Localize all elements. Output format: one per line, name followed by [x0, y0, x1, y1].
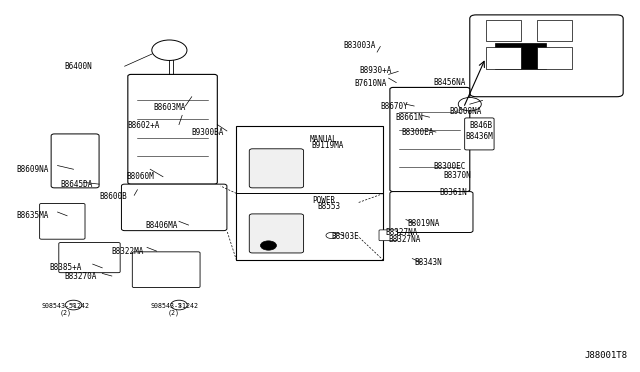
FancyBboxPatch shape — [128, 74, 218, 184]
Text: B83003A: B83003A — [344, 41, 376, 50]
Text: B8661N: B8661N — [395, 113, 423, 122]
FancyBboxPatch shape — [51, 134, 99, 188]
Text: B8456NA: B8456NA — [433, 78, 466, 87]
Text: B9300BA: B9300BA — [192, 128, 224, 137]
Text: B8343N: B8343N — [414, 258, 442, 267]
Text: S08543-31242: S08543-31242 — [150, 303, 198, 309]
Text: B8602+A: B8602+A — [128, 121, 160, 130]
Circle shape — [171, 300, 188, 310]
Text: B8385+A: B8385+A — [50, 263, 82, 272]
Text: B8635MA: B8635MA — [16, 211, 49, 220]
Text: B8300EA: B8300EA — [401, 128, 434, 137]
Text: S08543-51242: S08543-51242 — [42, 303, 90, 309]
Text: S: S — [72, 302, 75, 308]
FancyBboxPatch shape — [40, 203, 85, 239]
Text: B8019NA: B8019NA — [408, 219, 440, 228]
Text: B8670Y: B8670Y — [380, 102, 408, 111]
FancyBboxPatch shape — [390, 87, 470, 192]
Text: B9608NA: B9608NA — [449, 107, 482, 116]
Text: B83270A: B83270A — [64, 272, 96, 281]
Bar — [486, 20, 521, 41]
Text: POWER: POWER — [312, 196, 335, 205]
FancyBboxPatch shape — [465, 118, 494, 150]
FancyBboxPatch shape — [379, 230, 397, 241]
Text: B8322MA: B8322MA — [112, 247, 144, 256]
FancyBboxPatch shape — [249, 149, 303, 188]
Text: J88001T8: J88001T8 — [585, 351, 628, 360]
Text: B8060M: B8060M — [127, 172, 154, 181]
FancyBboxPatch shape — [122, 184, 227, 231]
Text: B8327NA: B8327NA — [388, 235, 420, 244]
Text: B9119MA: B9119MA — [311, 141, 344, 150]
Circle shape — [458, 97, 481, 111]
Bar — [486, 46, 521, 69]
Text: B8406MA: B8406MA — [146, 221, 178, 230]
Bar — [495, 43, 547, 69]
Bar — [537, 20, 572, 41]
Circle shape — [65, 300, 82, 310]
Text: B8327NA: B8327NA — [385, 228, 418, 237]
Circle shape — [326, 232, 336, 238]
Text: B8553: B8553 — [317, 202, 340, 211]
FancyBboxPatch shape — [390, 192, 473, 232]
Bar — [537, 46, 572, 69]
Text: B8300EC: B8300EC — [433, 162, 466, 171]
Text: B8930+A: B8930+A — [359, 66, 392, 75]
Text: B8645DA: B8645DA — [61, 180, 93, 189]
Text: (2): (2) — [60, 310, 72, 317]
Text: B7610NA: B7610NA — [355, 79, 387, 88]
Text: S: S — [177, 302, 180, 308]
Text: B8600B: B8600B — [99, 192, 127, 201]
Text: B8370N: B8370N — [443, 171, 470, 180]
Text: (2): (2) — [168, 310, 180, 317]
FancyBboxPatch shape — [249, 214, 303, 253]
Text: B8436M: B8436M — [465, 132, 493, 141]
FancyBboxPatch shape — [470, 15, 623, 97]
Ellipse shape — [260, 241, 276, 250]
Text: B846B: B846B — [470, 121, 493, 130]
Bar — [237, 126, 383, 260]
Text: B6400N: B6400N — [64, 62, 92, 71]
Text: MANUAL: MANUAL — [310, 135, 338, 144]
FancyBboxPatch shape — [132, 252, 200, 288]
FancyBboxPatch shape — [59, 243, 120, 273]
Ellipse shape — [152, 40, 187, 61]
Text: B8303E: B8303E — [331, 232, 359, 241]
Text: B8603MA: B8603MA — [154, 103, 186, 112]
Text: B8361N: B8361N — [440, 188, 467, 197]
Text: B8609NA: B8609NA — [16, 165, 49, 174]
